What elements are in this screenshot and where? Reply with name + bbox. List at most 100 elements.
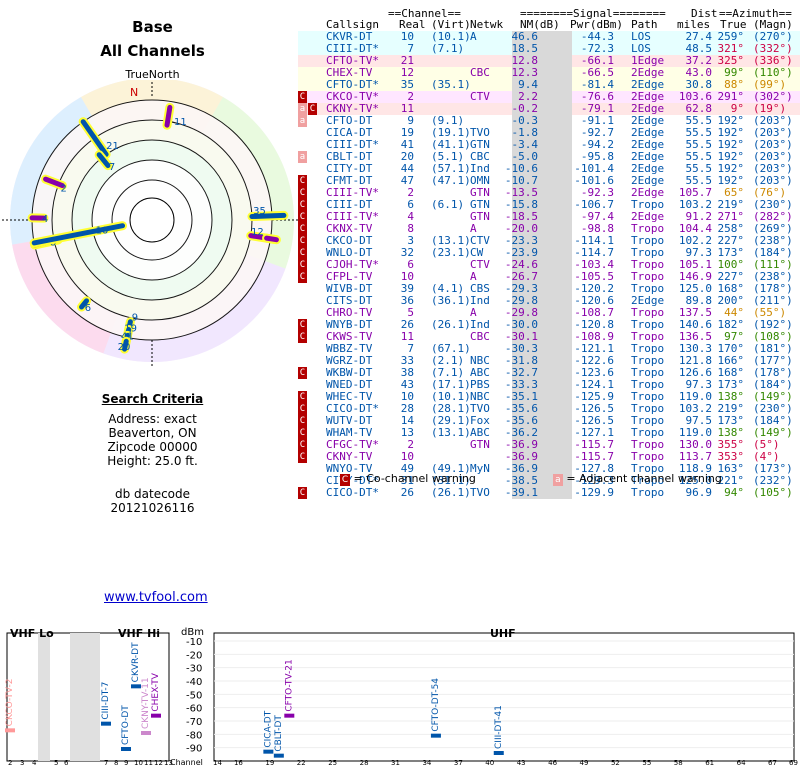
hdr-magn: (Magn) xyxy=(753,18,793,31)
channel-tick-label: 25 xyxy=(328,759,337,767)
nm-cell-bg xyxy=(512,151,572,163)
cell-real: 49 xyxy=(400,462,414,475)
dbm-label: dBm xyxy=(181,627,204,638)
nm-cell-bg xyxy=(512,163,572,175)
cell-true: 291° xyxy=(717,90,745,103)
channel-tick-label: 55 xyxy=(642,759,651,767)
table-row: C CICO-DT* 26 (26.1) TVO -39.1 -129.9 Tropo 96.9… xyxy=(298,487,800,499)
cell-magn: (184°) xyxy=(753,414,793,427)
cell-dist: 55.5 xyxy=(685,150,713,163)
north-marker: N xyxy=(130,86,138,99)
cell-dist: 102.2 xyxy=(678,234,712,247)
cell-path: Tropo xyxy=(631,318,665,331)
cell-nm: -1.8 xyxy=(511,126,539,139)
co-channel-warning: C xyxy=(298,451,307,463)
co-channel-warning: C xyxy=(298,427,307,439)
cell-real: 26 xyxy=(400,486,414,499)
cell-nm: -36.9 xyxy=(504,450,538,463)
cell-netwk: CBC xyxy=(470,66,490,79)
cell-real: 10 xyxy=(400,390,414,403)
cell-virt: (26.1) xyxy=(431,486,471,499)
cell-real: 10 xyxy=(400,450,414,463)
cell-true: 325° xyxy=(717,54,745,67)
cell-pwr: -127.8 xyxy=(574,462,614,475)
cell-dist: 125.0 xyxy=(678,282,712,295)
cell-true: 168° xyxy=(717,282,745,295)
signal-bar-label: CFTO-TV-21 xyxy=(284,659,294,711)
co-channel-warning: C xyxy=(298,403,307,415)
cell-path: 2Edge xyxy=(631,114,665,127)
signal-bar-label: CICA-DT xyxy=(263,710,273,747)
nm-cell-bg xyxy=(512,31,572,43)
table-row: WBBZ-TV 7 (67.1) -30.3 -121.1 Tropo 130.3 170° (… xyxy=(298,343,800,355)
cell-dist: 137.5 xyxy=(678,306,712,319)
uhf-label: UHF xyxy=(490,627,516,640)
nm-cell-bg xyxy=(512,211,572,223)
y-tick-label: -80 xyxy=(186,730,202,741)
cell-netwk: GTN xyxy=(470,438,490,451)
polar-label-12: 12 xyxy=(251,227,264,238)
vhf-hi-label: VHF Hi xyxy=(118,627,160,640)
polar-label-35: 35 xyxy=(253,206,266,217)
channel-tick-label: 43 xyxy=(517,759,526,767)
cell-magn: (184°) xyxy=(753,378,793,391)
cell-netwk: Fox xyxy=(470,414,490,427)
co-channel-warning: C xyxy=(298,331,307,343)
hdr-pwr: Pwr(dBm) xyxy=(570,18,623,31)
cell-netwk: NBC xyxy=(470,390,490,403)
cell-dist: 91.2 xyxy=(685,210,713,223)
cell-true: 163° xyxy=(717,462,745,475)
cell-path: Tropo xyxy=(631,282,665,295)
cell-dist: 146.9 xyxy=(678,270,712,283)
cell-pwr: -127.1 xyxy=(574,426,614,439)
cell-nm: 12.3 xyxy=(511,66,539,79)
cell-true: 173° xyxy=(717,414,745,427)
y-tick-label: -10 xyxy=(186,637,202,648)
cell-magn: (269°) xyxy=(753,222,793,235)
cell-magn: (19°) xyxy=(753,102,787,115)
polar-mark-extra xyxy=(264,235,279,243)
cell-dist: 62.8 xyxy=(685,102,713,115)
cell-path: Tropo xyxy=(631,426,665,439)
cell-path: Tropo xyxy=(631,330,665,343)
cell-dist: 55.5 xyxy=(685,126,713,139)
cell-true: 94° xyxy=(724,486,744,499)
hdr-dist-group: Dist xyxy=(691,7,718,20)
cell-callsign: CIII-TV* xyxy=(326,210,379,223)
cell-real: 9 xyxy=(407,114,414,127)
cell-pwr: -98.8 xyxy=(580,222,614,235)
cell-callsign: CFPL-TV xyxy=(326,270,373,283)
cell-dist: 97.5 xyxy=(685,414,713,427)
cell-magn: (110°) xyxy=(753,66,793,79)
cell-pwr: -126.5 xyxy=(574,414,614,427)
cell-real: 10 xyxy=(400,30,414,43)
cell-dist: 48.5 xyxy=(685,42,713,55)
cell-dist: 43.0 xyxy=(685,66,713,79)
cell-nm: -0.2 xyxy=(511,102,539,115)
co-channel-warning: C xyxy=(298,439,307,451)
cell-magn: (149°) xyxy=(753,390,793,403)
cell-nm: -36.2 xyxy=(504,426,538,439)
cell-nm: -30.1 xyxy=(504,330,538,343)
cell-virt: (35.1) xyxy=(431,78,471,91)
cell-nm: -13.5 xyxy=(504,186,538,199)
cell-pwr: -115.7 xyxy=(574,450,614,463)
adjacent-channel-legend: = Adjacent channel warning xyxy=(566,472,722,485)
channel-tick-label: 28 xyxy=(360,759,369,767)
nm-cell-bg xyxy=(512,439,572,451)
cell-virt: (10.1) xyxy=(431,390,471,403)
cell-virt: (49.1) xyxy=(431,462,471,475)
channel-tick-label: 11 xyxy=(144,759,153,767)
co-channel-warning: C xyxy=(298,247,307,259)
signal-bar-label: CKCO-TV-2 xyxy=(5,678,15,726)
table-row: C CKWS-TV 11 CBC -30.1 -108.9 Tropo 136.5 97° (10… xyxy=(298,331,800,343)
cell-callsign: WNLO-DT xyxy=(326,246,373,259)
cell-callsign: CITY-DT xyxy=(326,162,373,175)
cell-netwk: TVO xyxy=(470,402,490,415)
table-row: CFTO-DT* 35 (35.1) 9.4 -81.4 2Edge 30.8 88° (99°… xyxy=(298,79,800,91)
cell-pwr: -81.4 xyxy=(580,78,614,91)
cell-virt: (31.1) xyxy=(431,474,471,487)
y-tick-label: -70 xyxy=(186,717,202,728)
site-link[interactable]: www.tvfool.com xyxy=(104,590,208,605)
cell-path: LOS xyxy=(631,30,651,43)
